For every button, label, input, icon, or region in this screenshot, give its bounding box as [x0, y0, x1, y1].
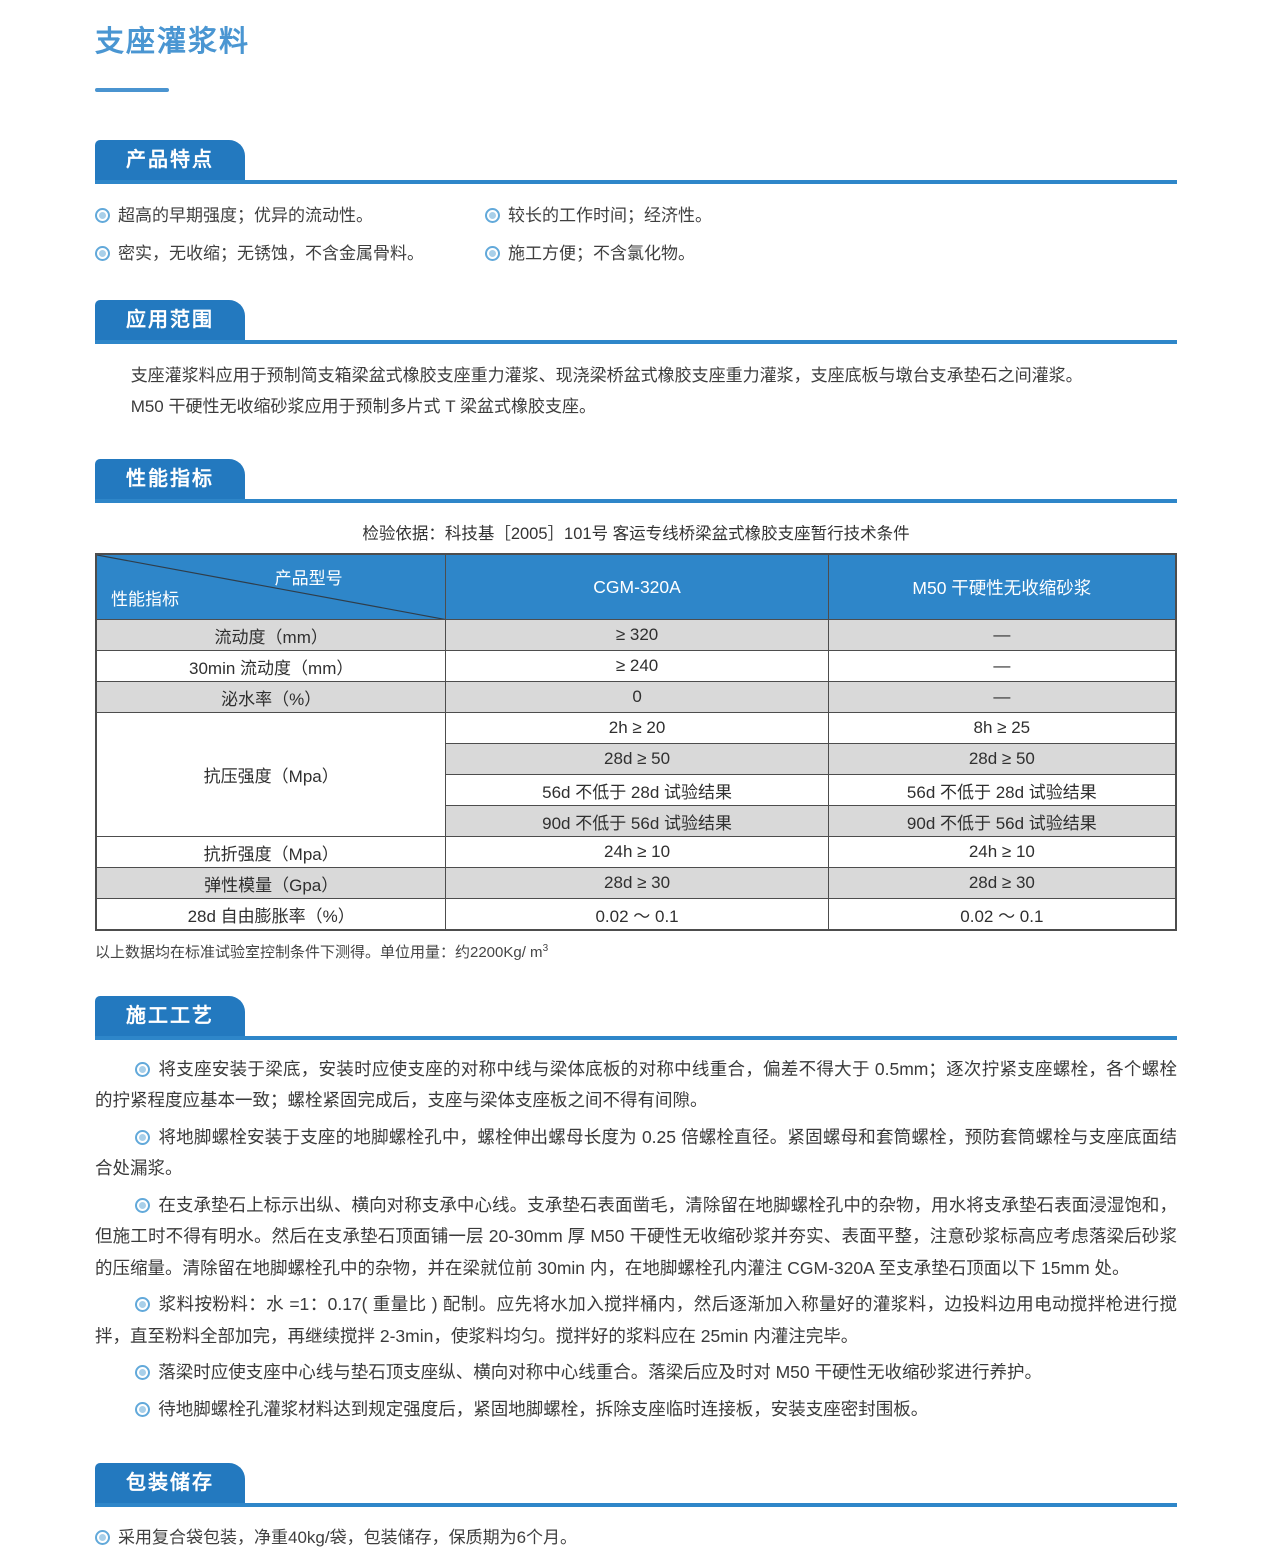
section-header-process: 施工工艺 [95, 995, 1177, 1040]
cell-value: 24h ≥ 10 [445, 836, 829, 869]
cell-value: 0 [445, 681, 829, 714]
section-tab-performance: 性能指标 [95, 458, 245, 499]
process-step-text: 落梁时应使支座中心线与垫石顶支座纵、横向对称中心线重合。落梁后应及时对 M50 … [158, 1362, 1043, 1383]
ring-bullet-icon [95, 246, 110, 261]
table-corner-cell: 产品型号 性能指标 [95, 553, 447, 621]
table-row: 弹性模量（Gpa） 28d ≥ 30 28d ≥ 30 [95, 867, 1177, 900]
row-label: 28d 自由膨胀率（%） [95, 898, 447, 931]
cell-value: 56d 不低于 28d 试验结果 [445, 774, 829, 807]
cell-value: ≥ 240 [445, 650, 829, 683]
column-header-cgm: CGM-320A [445, 553, 829, 621]
ring-bullet-icon [135, 1197, 151, 1213]
process-step-text: 在支承垫石上标示出纵、横向对称支承中心线。支承垫石表面凿毛，清除留在地脚螺栓孔中… [95, 1194, 1177, 1278]
table-footnote: 以上数据均在标准试验室控制条件下测得。单位用量：约2200Kg/ m3 [95, 941, 1177, 962]
packaging-body: 采用复合袋包装，净重40kg/袋，包装储存，保质期为6个月。 [95, 1523, 1177, 1548]
cell-value: 28d ≥ 30 [827, 867, 1177, 900]
table-row: 28d 自由膨胀率（%） 0.02 ～ 0.1 0.02 ～ 0.1 [95, 898, 1177, 931]
cell-value: 2h ≥ 20 [445, 712, 829, 745]
row-label: 泌水率（%） [95, 681, 447, 714]
section-header-packaging: 包装储存 [95, 1463, 1177, 1508]
section-header-scope: 应用范围 [95, 300, 1177, 344]
table-row: 56d 不低于 28d 试验结果 56d 不低于 28d 试验结果 [96, 774, 1177, 807]
test-basis-line: 检验依据：科技基［2005］101号 客运专线桥梁盆式橡胶支座暂行技术条件 [362, 524, 910, 543]
footnote-text: 以上数据均在标准试验室控制条件下测得。单位用量：约2200Kg/ m [95, 943, 543, 961]
process-step: 待地脚螺栓孔灌浆材料达到规定强度后，紧固地脚螺栓，拆除支座临时连接板，安装支座密… [95, 1394, 1177, 1426]
ring-bullet-icon [135, 1297, 151, 1313]
footnote-superscript: 3 [542, 942, 549, 954]
row-label: 抗折强度（Mpa） [95, 836, 447, 869]
cell-value: 28d ≥ 30 [445, 867, 829, 900]
process-step: 浆料按粉料：水 =1：0.17( 重量比 ) 配制。应先将水加入搅拌桶内，然后逐… [95, 1289, 1177, 1352]
cell-value: — [827, 681, 1177, 714]
table-header-row: 产品型号 性能指标 CGM-320A M50 干硬性无收缩砂浆 [95, 553, 1177, 621]
ring-bullet-icon [135, 1401, 151, 1417]
cell-value: 0.02 ～ 0.1 [827, 898, 1177, 931]
ring-bullet-icon [135, 1129, 151, 1145]
section-tab-packaging: 包装储存 [95, 1463, 245, 1504]
scope-paragraph: M50 干硬性无收缩砂浆应用于预制多片式 T 梁盆式橡胶支座。 [130, 397, 597, 417]
cell-value: 24h ≥ 10 [827, 836, 1177, 869]
feature-item: 超高的早期强度；优异的流动性。 [95, 201, 485, 226]
process-step-text: 将地脚螺栓安装于支座的地脚螺栓孔中，螺栓伸出螺母长度为 0.25 倍螺栓直径。紧… [95, 1126, 1177, 1179]
table-row: 流动度（mm） ≥ 320 — [95, 619, 1177, 652]
feature-item: 密实，无收缩；无锈蚀，不含金属骨料。 [95, 239, 485, 264]
cell-value: 28d ≥ 50 [445, 743, 829, 776]
process-step: 将地脚螺栓安装于支座的地脚螺栓孔中，螺栓伸出螺母长度为 0.25 倍螺栓直径。紧… [95, 1122, 1177, 1185]
section-tab-process: 施工工艺 [95, 995, 245, 1036]
section-tab-features: 产品特点 [95, 140, 245, 180]
process-step-text: 浆料按粉料：水 =1：0.17( 重量比 ) 配制。应先将水加入搅拌桶内，然后逐… [95, 1294, 1177, 1346]
section-header-performance: 性能指标 [95, 458, 1177, 503]
ring-bullet-icon [95, 208, 110, 223]
diagonal-divider [97, 555, 445, 620]
scope-paragraph: 支座灌浆料应用于预制简支箱梁盆式橡胶支座重力灌浆、现浇梁桥盆式橡胶支座重力灌浆，… [130, 366, 1083, 385]
corner-label-product-model: 产品型号 [274, 568, 343, 588]
ring-bullet-icon [135, 1061, 151, 1077]
section-tab-scope: 应用范围 [95, 300, 245, 340]
cell-value: 90d 不低于 56d 试验结果 [445, 805, 829, 838]
process-step: 落梁时应使支座中心线与垫石顶支座纵、横向对称中心线重合。落梁后应及时对 M50 … [95, 1357, 1177, 1389]
corner-label-performance-index: 性能指标 [111, 590, 179, 610]
feature-text: 密实，无收缩；无锈蚀，不含金属骨料。 [118, 244, 424, 263]
cell-value: 8h ≥ 25 [827, 712, 1177, 745]
features-list: 超高的早期强度；优异的流动性。 较长的工作时间；经济性。 密实，无收缩；无锈蚀，… [95, 201, 1177, 264]
feature-text: 较长的工作时间；经济性。 [508, 206, 712, 225]
cell-value: — [827, 619, 1177, 652]
row-label-compressive: 抗压强度（Mpa） [95, 712, 447, 838]
table-row: 抗压强度（Mpa） 2h ≥ 20 8h ≥ 25 [95, 712, 1177, 838]
ring-bullet-icon [95, 1530, 110, 1546]
title-underline-dash [95, 88, 169, 92]
page-title: 支座灌浆料 [95, 26, 251, 58]
table-row: 泌水率（%） 0 — [95, 681, 1177, 714]
cell-value: — [827, 650, 1177, 683]
table-row: 30min 流动度（mm） ≥ 240 — [95, 650, 1177, 683]
row-label: 流动度（mm） [95, 619, 447, 652]
process-step: 将支座安装于梁底，安装时应使支座的对称中线与梁体底板的对称中线重合，偏差不得大于… [95, 1054, 1177, 1117]
packaging-text: 采用复合袋包装，净重40kg/袋，包装储存，保质期为6个月。 [118, 1528, 578, 1548]
row-label: 弹性模量（Gpa） [95, 867, 447, 900]
ring-bullet-icon [135, 1365, 151, 1381]
table-row: 抗折强度（Mpa） 24h ≥ 10 24h ≥ 10 [95, 836, 1177, 869]
cell-value: ≥ 320 [445, 619, 829, 652]
process-step-text: 将支座安装于梁底，安装时应使支座的对称中线与梁体底板的对称中线重合，偏差不得大于… [95, 1058, 1177, 1111]
column-header-m50: M50 干硬性无收缩砂浆 [827, 553, 1177, 621]
feature-item: 施工方便；不含氯化物。 [485, 239, 1177, 264]
feature-item: 较长的工作时间；经济性。 [485, 201, 1177, 226]
feature-text: 超高的早期强度；优异的流动性。 [118, 206, 373, 225]
table-row: 90d 不低于 56d 试验结果 90d 不低于 56d 试验结果 [96, 805, 1177, 838]
section-header-features: 产品特点 [95, 140, 1177, 184]
process-step: 在支承垫石上标示出纵、横向对称支承中心线。支承垫石表面凿毛，清除留在地脚螺栓孔中… [95, 1190, 1177, 1285]
process-body: 将支座安装于梁底，安装时应使支座的对称中线与梁体底板的对称中线重合，偏差不得大于… [95, 1054, 1177, 1426]
ring-bullet-icon [485, 246, 500, 261]
cell-value: 90d 不低于 56d 试验结果 [827, 805, 1177, 838]
datasheet-page: 支座灌浆料 产品特点 超高的早期强度；优异的流动性。 较长的工作时间；经济性。 … [95, 0, 1177, 1548]
row-label: 30min 流动度（mm） [95, 650, 447, 683]
feature-text: 施工方便；不含氯化物。 [508, 244, 695, 263]
cell-value: 56d 不低于 28d 试验结果 [827, 774, 1177, 807]
cell-value: 28d ≥ 50 [827, 743, 1177, 776]
ring-bullet-icon [485, 208, 500, 223]
cell-value: 0.02 ～ 0.1 [445, 898, 829, 931]
scope-body: 支座灌浆料应用于预制简支箱梁盆式橡胶支座重力灌浆、现浇梁桥盆式橡胶支座重力灌浆，… [95, 360, 1177, 423]
performance-table: 产品型号 性能指标 CGM-320A M50 干硬性无收缩砂浆 流动度（mm） … [95, 552, 1177, 931]
process-step-text: 待地脚螺栓孔灌浆材料达到规定强度后，紧固地脚螺栓，拆除支座临时连接板，安装支座密… [158, 1398, 929, 1419]
